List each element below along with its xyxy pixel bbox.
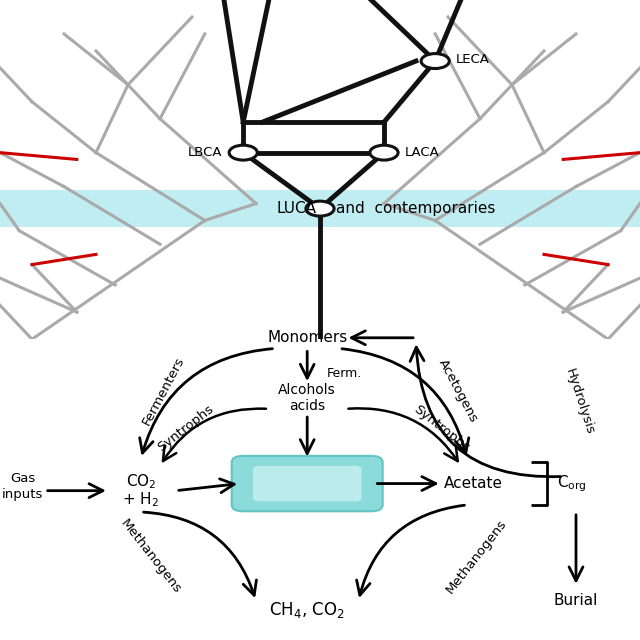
- Circle shape: [370, 145, 398, 160]
- Text: CO$_2$: CO$_2$: [125, 472, 156, 491]
- Text: Gas: Gas: [10, 472, 35, 484]
- Text: CH$_4$, CO$_2$: CH$_4$, CO$_2$: [269, 600, 345, 620]
- Text: LACA: LACA: [404, 146, 439, 159]
- Circle shape: [306, 201, 334, 216]
- Text: Acetate: Acetate: [444, 476, 503, 491]
- Text: Hydrolysis: Hydrolysis: [563, 367, 596, 436]
- Text: Methanogens: Methanogens: [444, 517, 509, 596]
- Text: Syntrophs: Syntrophs: [155, 403, 216, 454]
- Text: C$_\mathregular{org}$: C$_\mathregular{org}$: [557, 473, 586, 494]
- Text: + H$_2$: + H$_2$: [122, 490, 159, 509]
- FancyBboxPatch shape: [232, 456, 383, 511]
- Text: Fermenters: Fermenters: [140, 355, 187, 428]
- Text: LBCA: LBCA: [188, 146, 223, 159]
- FancyBboxPatch shape: [0, 190, 640, 227]
- Text: Burial: Burial: [554, 593, 598, 609]
- Text: Alcohols
acids: Alcohols acids: [278, 383, 336, 413]
- Text: Monomers: Monomers: [267, 330, 348, 345]
- Circle shape: [421, 54, 449, 68]
- Text: and  contemporaries: and contemporaries: [336, 201, 495, 216]
- Text: Syntrophs: Syntrophs: [411, 403, 472, 454]
- Text: Acetogens: Acetogens: [435, 357, 480, 425]
- FancyBboxPatch shape: [253, 466, 362, 501]
- Text: Methanogens: Methanogens: [118, 517, 183, 596]
- Text: inputs: inputs: [2, 488, 43, 500]
- Text: Ferm.: Ferm.: [326, 367, 362, 380]
- Circle shape: [229, 145, 257, 160]
- Text: LUCA: LUCA: [277, 201, 317, 216]
- Text: LECA: LECA: [456, 53, 490, 66]
